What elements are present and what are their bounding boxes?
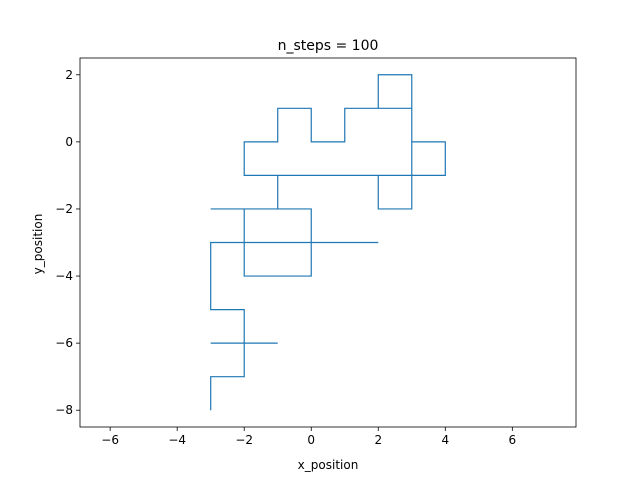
series-line-0 [210,74,446,411]
y-tick-label: −6 [55,336,73,350]
x-tick-label: 4 [441,433,449,447]
x-tick-label: −4 [168,433,186,447]
chart-title: n_steps = 100 [278,38,379,54]
axes-frame [79,57,577,428]
x-tick-label: 2 [374,433,382,447]
y-tick-label: −2 [55,202,73,216]
y-axis-label: y_position [31,214,45,275]
y-axis-ticks: −8 −6 −4 −2 0 2 [55,68,80,417]
x-tick-label: 6 [509,433,517,447]
y-tick-label: −4 [55,269,73,283]
y-tick-label: 0 [65,135,73,149]
x-tick-label: −2 [235,433,253,447]
x-tick-label: 0 [307,433,315,447]
y-tick-label: −8 [55,403,73,417]
plot-area [210,74,446,411]
x-tick-label: −6 [101,433,119,447]
y-tick-label: 2 [65,68,73,82]
x-axis-label: x_position [298,458,359,472]
x-axis-ticks: −6 −4 −2 0 2 4 6 [101,427,516,447]
